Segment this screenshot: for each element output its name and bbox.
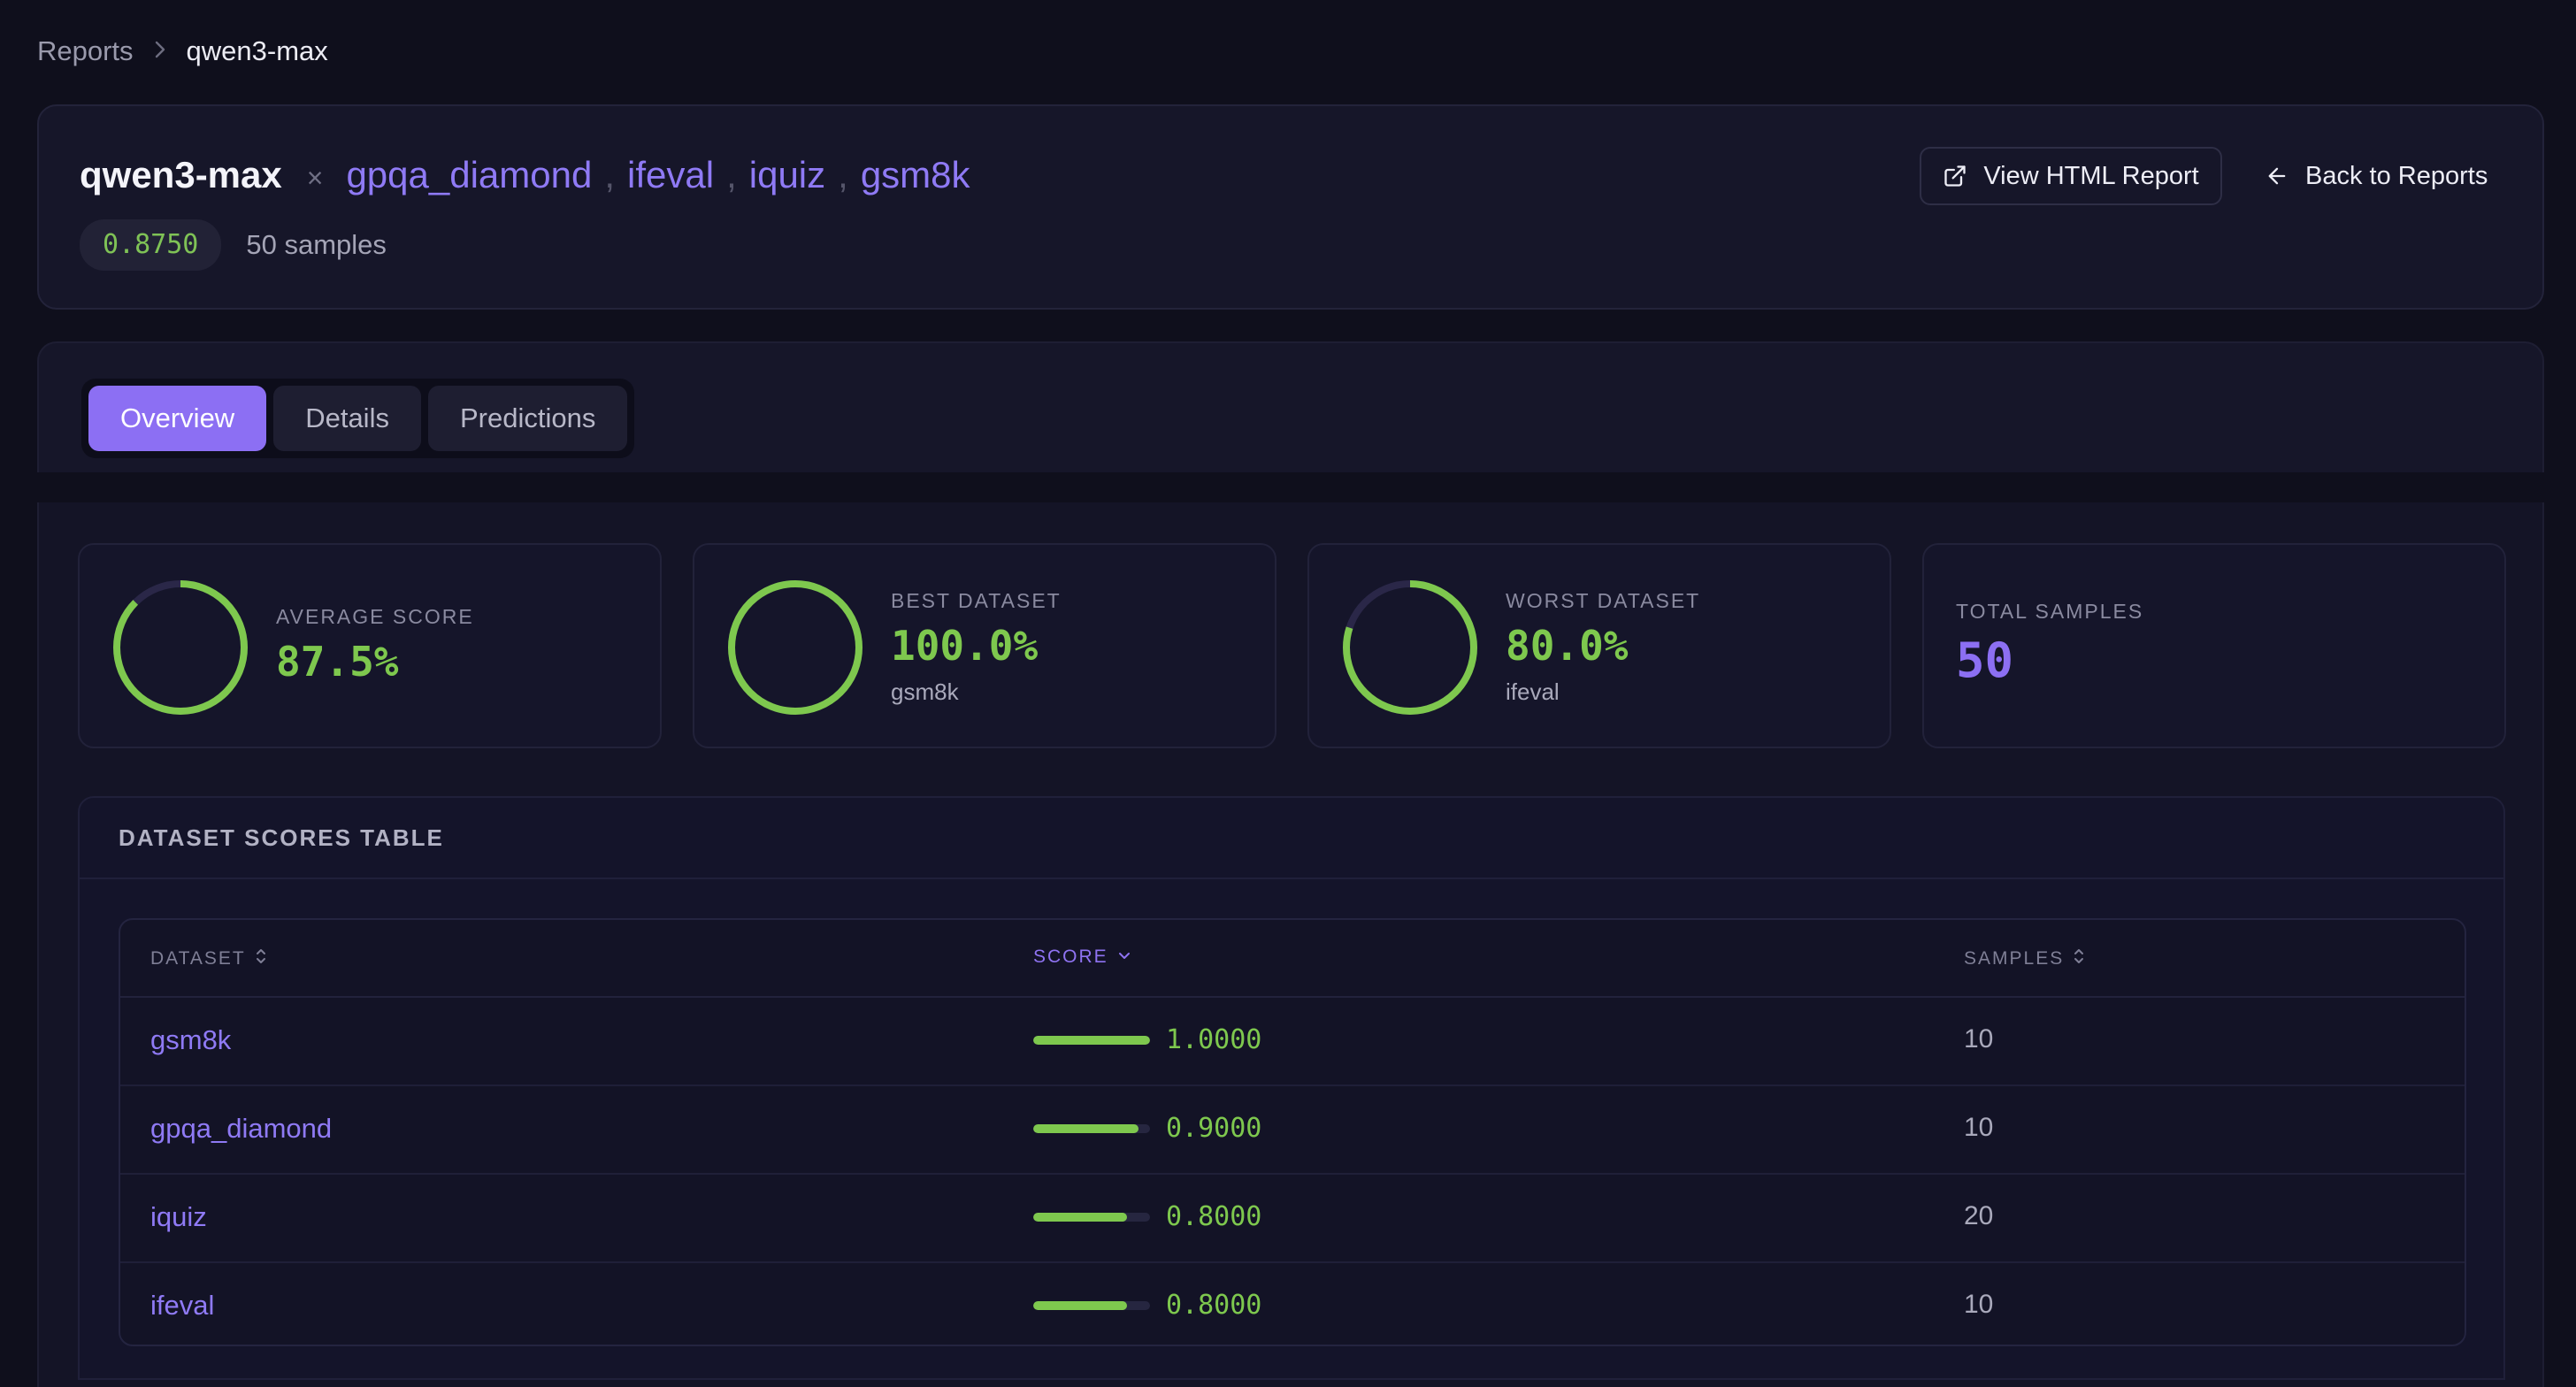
worst-dataset-name: ifeval [1506,678,1560,705]
score-bar-fill [1033,1300,1127,1310]
tab-predictions[interactable]: Predictions [427,386,628,451]
column-header-score-label: SCORE [1033,946,1108,967]
view-html-report-label: View HTML Report [1983,161,2199,190]
tab-list: Overview Details Predictions [81,379,635,458]
score-cell: 0.8000 [1033,1290,1261,1321]
dataset-scores-table: DATASET SCORE SAMPLES gsm8k [119,918,2466,1346]
report-meta: 0.8750 50 samples [80,219,387,271]
column-header-dataset[interactable]: DATASET [150,946,267,971]
average-score-ring [113,580,248,715]
score-value: 0.8000 [1166,1201,1262,1232]
score-bar-fill [1033,1212,1127,1222]
sample-count: 50 samples [246,229,387,260]
best-dataset-text: BEST DATASET 100.0% gsm8k [891,589,1062,706]
dataset-name-link[interactable]: gsm8k [150,1024,232,1055]
breadcrumb-reports-link[interactable]: Reports [37,35,134,66]
score-value: 1.0000 [1166,1024,1262,1055]
sort-icon [2073,946,2085,971]
score-bar [1033,1035,1150,1045]
score-bar-fill [1033,1123,1138,1133]
dataset-link-iquiz[interactable]: iquiz [748,154,826,195]
table-row[interactable]: iquiz 0.8000 20 [120,1175,2465,1263]
score-value: 0.8000 [1166,1290,1262,1321]
score-bar-fill [1033,1035,1150,1045]
back-to-reports-button[interactable]: Back to Reports [2265,147,2488,205]
dataset-scores-section: DATASET SCORES TABLE DATASET SCORE SAMPL… [78,796,2505,1380]
divider [80,877,2503,879]
dataset-link-gsm8k[interactable]: gsm8k [860,154,970,195]
sort-icon [255,946,267,971]
dataset-link-gpqa-diamond[interactable]: gpqa_diamond [346,154,593,195]
table-row[interactable]: gpqa_diamond 0.9000 10 [120,1086,2465,1175]
average-score-text: AVERAGE SCORE 87.5% [276,605,474,686]
worst-dataset-value: 80.0% [1506,622,1629,670]
score-bar [1033,1123,1150,1133]
score-cell: 0.9000 [1033,1113,1261,1144]
column-header-score[interactable]: SCORE [1033,946,1131,968]
dataset-name-link[interactable]: ifeval [150,1290,215,1321]
table-header: DATASET SCORE SAMPLES [120,920,2465,998]
dataset-separator: , [838,154,848,195]
samples-value: 10 [1964,1290,1994,1319]
column-header-samples-label: SAMPLES [1964,948,2065,969]
best-dataset-card: BEST DATASET 100.0% gsm8k [693,543,1276,748]
worst-dataset-ring [1343,580,1477,715]
column-header-dataset-label: DATASET [150,948,246,969]
samples-value: 20 [1964,1201,1994,1230]
total-samples-label: TOTAL SAMPLES [1956,600,2144,623]
dataset-separator: , [726,154,737,195]
worst-dataset-text: WORST DATASET 80.0% ifeval [1506,589,1700,706]
total-samples-value: 50 [1956,632,2014,688]
model-name: qwen3-max [80,154,282,195]
tabs-panel: Overview Details Predictions [37,341,2544,472]
worst-dataset-label: WORST DATASET [1506,589,1701,612]
samples-value: 10 [1964,1113,1994,1142]
times-symbol: × [306,162,324,194]
dataset-name-link[interactable]: iquiz [150,1201,207,1232]
view-html-report-button[interactable]: View HTML Report [1920,147,2222,205]
report-header-card: qwen3-max × gpqa_diamond , ifeval , iqui… [37,104,2544,310]
tab-details[interactable]: Details [273,386,421,451]
dataset-separator: , [604,154,616,195]
score-bar [1033,1212,1150,1222]
external-link-icon [1943,164,1967,188]
samples-value: 10 [1964,1024,1994,1054]
breadcrumb: Reports qwen3-max [37,35,328,67]
back-to-reports-label: Back to Reports [2305,161,2488,190]
arrow-left-icon [2265,164,2289,188]
report-title: qwen3-max × gpqa_diamond , ifeval , iqui… [80,154,970,196]
total-samples-text: TOTAL SAMPLES 50 [1956,600,2143,688]
average-score-label: AVERAGE SCORE [276,605,474,628]
table-row[interactable]: ifeval 0.8000 10 [120,1263,2465,1350]
section-title: DATASET SCORES TABLE [119,824,444,851]
best-dataset-value: 100.0% [891,622,1039,670]
tab-overview[interactable]: Overview [88,386,267,451]
average-score-value: 87.5% [276,638,399,686]
best-dataset-label: BEST DATASET [891,589,1062,612]
column-header-samples[interactable]: SAMPLES [1964,946,2085,971]
table-row[interactable]: gsm8k 1.0000 10 [120,998,2465,1086]
best-dataset-ring [728,580,862,715]
chevron-right-icon [153,38,167,65]
overall-score-badge: 0.8750 [80,219,222,271]
chevron-down-icon [1117,946,1131,968]
average-score-card: AVERAGE SCORE 87.5% [78,543,662,748]
worst-dataset-card: WORST DATASET 80.0% ifeval [1307,543,1891,748]
dataset-name-link[interactable]: gpqa_diamond [150,1113,333,1144]
score-bar [1033,1300,1150,1310]
score-cell: 1.0000 [1033,1024,1261,1055]
score-value: 0.9000 [1166,1113,1262,1144]
best-dataset-name: gsm8k [891,678,959,705]
total-samples-card: TOTAL SAMPLES 50 [1922,543,2506,748]
dataset-link-ifeval[interactable]: ifeval [627,154,715,195]
breadcrumb-current: qwen3-max [186,35,328,66]
score-cell: 0.8000 [1033,1201,1261,1232]
